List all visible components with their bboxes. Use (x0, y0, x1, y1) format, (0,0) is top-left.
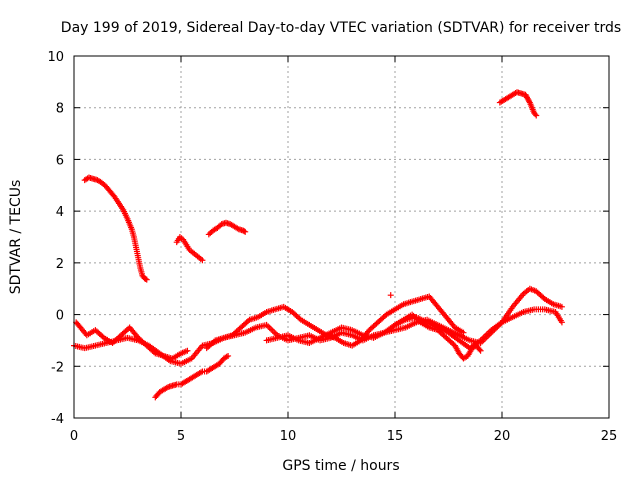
axis-ticks: 0 5 10 15 20 25 -4 -2 0 2 4 6 8 10 (47, 50, 617, 444)
y-axis-label: SDTVAR / TECUs (8, 180, 24, 295)
series-baseline-4 (263, 285, 565, 352)
data-point (558, 303, 565, 310)
x-tick-label: 20 (494, 429, 511, 444)
data-point (533, 112, 540, 119)
data-point (225, 352, 232, 359)
x-tick-label: 15 (387, 429, 404, 444)
y-tick-label: 6 (56, 153, 64, 168)
data-point (242, 228, 249, 235)
chart-title: Day 199 of 2019, Sidereal Day-to-day VTE… (61, 20, 621, 36)
y-tick-label: -2 (51, 360, 64, 375)
grid (74, 56, 609, 418)
data-point (476, 346, 483, 353)
series-arc-mid-2 (205, 219, 249, 238)
data-point (558, 319, 565, 326)
y-tick-label: -4 (51, 412, 64, 427)
data-point (387, 292, 394, 299)
y-tick-label: 0 (56, 309, 64, 324)
series-baseline-5 (392, 311, 484, 362)
y-tick-label: 8 (56, 102, 64, 117)
x-axis-label: GPS time / hours (282, 458, 399, 474)
x-tick-label: 25 (601, 429, 618, 444)
y-tick-label: 2 (56, 257, 64, 272)
series-baseline-2 (73, 319, 191, 362)
data-point (199, 257, 206, 264)
plot-area (71, 89, 565, 401)
x-tick-label: 0 (70, 429, 78, 444)
series-arc-high-early (81, 174, 150, 283)
data-point (241, 228, 248, 235)
data-point (142, 276, 149, 283)
x-tick-label: 5 (177, 429, 185, 444)
data-point (184, 347, 191, 354)
y-tick-label: 4 (56, 205, 64, 220)
x-tick-label: 10 (280, 429, 297, 444)
series-arc-low (152, 352, 232, 401)
series-arc-mid-1 (173, 234, 206, 264)
series-arc-late-high (496, 89, 540, 119)
data-point (526, 98, 533, 105)
data-point (143, 276, 150, 283)
y-tick-label: 10 (47, 50, 64, 65)
series-baseline-3 (203, 293, 467, 352)
plot-frame (73, 55, 610, 419)
data-point (532, 111, 539, 118)
data-point (460, 329, 467, 336)
data-point (477, 347, 484, 354)
